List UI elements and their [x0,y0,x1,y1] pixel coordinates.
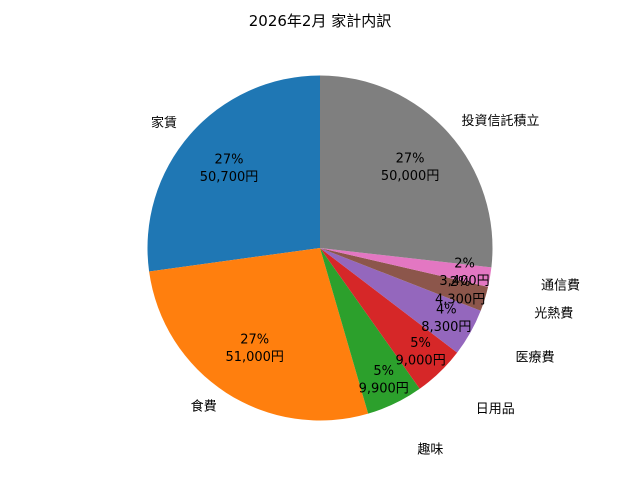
chart-title: 2026年2月 家計内訳 [248,12,392,30]
slice-name-label-rent: 家賃 [151,115,177,131]
pie-slice-medical [320,248,481,353]
slice-value-label-medical: 4% 8,300円 [421,303,471,336]
slice-name-label-investment: 投資信託積立 [462,113,540,129]
pie-slice-rent [147,75,320,272]
pie-slice-food [149,248,369,421]
pie-slice-communication [320,248,492,287]
slice-name-label-food: 食費 [191,399,217,415]
slice-value-label-utilities: 2% 4,300円 [435,275,485,308]
slice-value-label-daily-goods: 5% 9,000円 [395,336,445,369]
slice-name-label-daily-goods: 日用品 [476,402,515,417]
slice-name-label-medical: 医療費 [516,350,555,365]
pie-slice-utilities [320,248,489,311]
pie-slice-hobby [320,248,420,414]
pie-wedges [147,75,493,421]
slice-name-label-hobby: 趣味 [417,443,443,458]
pie-slice-investment [320,75,493,268]
slice-value-label-hobby: 5% 9,900円 [359,364,409,397]
slice-value-label-rent: 27% 50,700円 [200,152,259,185]
slice-value-label-communication: 2% 3,400円 [439,257,489,290]
slice-name-label-utilities: 光熱費 [534,307,573,322]
slice-name-label-communication: 通信費 [541,278,580,293]
slice-value-label-investment: 27% 50,000円 [381,151,440,184]
pie-slice-daily-goods [320,248,458,389]
slice-value-label-food: 27% 51,000円 [225,332,284,365]
